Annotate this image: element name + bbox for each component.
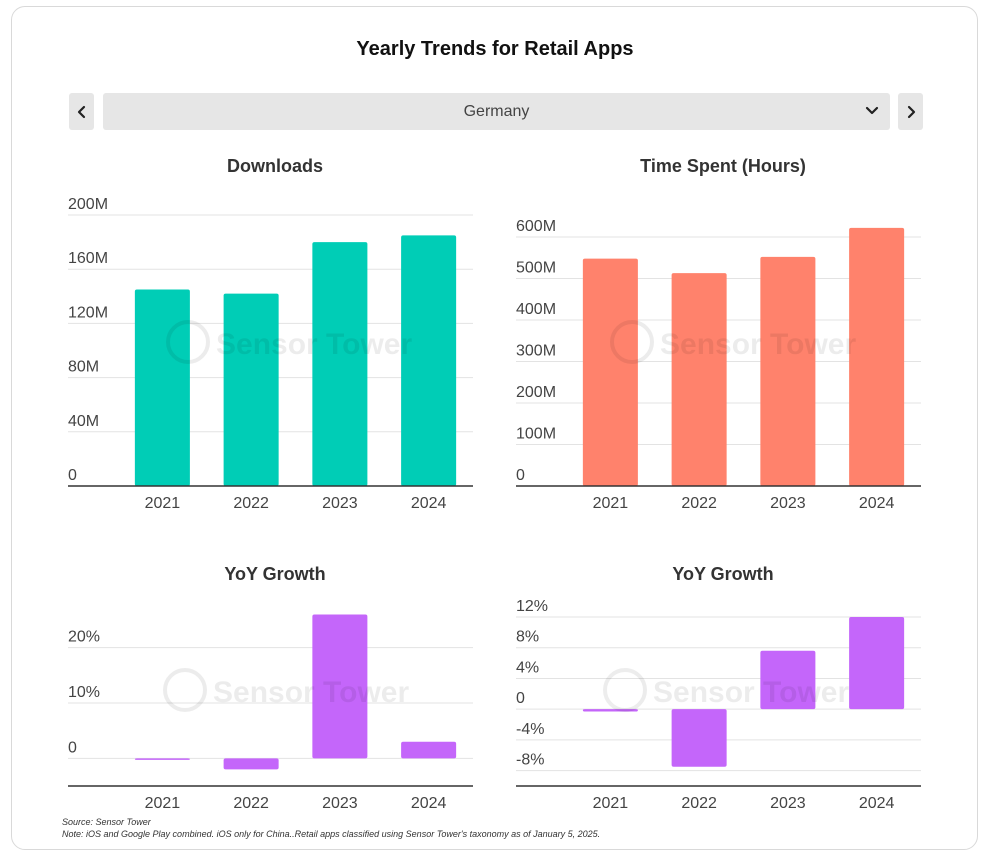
y-tick-label: 0 — [516, 690, 525, 707]
x-tick-label: 2021 — [593, 495, 629, 512]
bar-2024[interactable] — [401, 235, 457, 486]
country-select-value: Germany — [463, 102, 530, 120]
x-tick-label: 2021 — [145, 795, 181, 812]
bar-2021[interactable] — [582, 709, 638, 712]
x-tick-label: 2022 — [681, 495, 717, 512]
bar-2024[interactable] — [849, 227, 905, 486]
y-tick-label: 20% — [68, 629, 100, 646]
y-tick-label: 10% — [68, 684, 100, 701]
y-tick-label: 12% — [516, 598, 548, 615]
bar-2022[interactable] — [671, 709, 727, 767]
y-tick-label: 100M — [516, 426, 556, 443]
y-tick-label: 300M — [516, 343, 556, 360]
x-tick-label: 2024 — [411, 795, 447, 812]
footnote-note: Note: iOS and Google Play combined. iOS … — [62, 829, 601, 839]
y-tick-label: -8% — [516, 752, 544, 769]
x-tick-label: 2022 — [681, 795, 717, 812]
y-tick-label: 120M — [68, 304, 108, 321]
previous-country-button[interactable] — [69, 93, 94, 130]
y-tick-label: 0 — [68, 739, 77, 756]
x-tick-label: 2022 — [233, 495, 269, 512]
x-tick-label: 2024 — [411, 495, 447, 512]
bar-2024[interactable] — [849, 617, 905, 710]
y-tick-label: 4% — [516, 659, 539, 676]
bar-2021[interactable] — [134, 758, 190, 760]
page-title: Yearly Trends for Retail Apps — [356, 38, 634, 60]
country-select[interactable]: Germany — [103, 93, 890, 130]
chevron-left-icon — [77, 105, 85, 118]
y-tick-label: 600M — [516, 218, 556, 235]
next-country-button[interactable] — [898, 93, 923, 130]
x-tick-label: 2021 — [145, 495, 181, 512]
y-tick-label: 0 — [68, 467, 77, 484]
x-tick-label: 2022 — [233, 795, 269, 812]
chevron-right-icon — [907, 105, 915, 118]
bar-2023[interactable] — [312, 242, 368, 486]
x-tick-label: 2023 — [322, 495, 358, 512]
x-tick-label: 2024 — [859, 495, 895, 512]
downloads-yoy-chart-title: YoY Growth — [224, 564, 326, 584]
bar-2022[interactable] — [223, 293, 279, 486]
bar-2023[interactable] — [760, 256, 816, 486]
y-tick-label: 8% — [516, 629, 539, 646]
y-tick-label: 500M — [516, 260, 556, 277]
bar-2023[interactable] — [312, 614, 368, 759]
downloads-chart-title: Downloads — [226, 156, 323, 176]
y-tick-label: 200M — [68, 196, 108, 213]
footnote-source: Source: Sensor Tower — [62, 817, 151, 827]
y-tick-label: 80M — [68, 359, 99, 376]
x-tick-label: 2023 — [770, 795, 806, 812]
bar-2022[interactable] — [671, 273, 727, 486]
x-tick-label: 2023 — [322, 795, 358, 812]
chevron-down-icon — [865, 106, 879, 115]
y-tick-label: 0 — [516, 467, 525, 484]
bar-2021[interactable] — [582, 258, 638, 486]
time-spent-yoy-chart-title: YoY Growth — [672, 564, 774, 584]
bar-2023[interactable] — [760, 650, 816, 710]
bar-2024[interactable] — [401, 741, 457, 759]
y-tick-label: 200M — [516, 384, 556, 401]
y-tick-label: 160M — [68, 250, 108, 267]
y-tick-label: -4% — [516, 721, 544, 738]
time-spent-chart-title: Time Spent (Hours) — [640, 156, 806, 176]
y-tick-label: 40M — [68, 413, 99, 430]
y-tick-label: 400M — [516, 301, 556, 318]
bar-2021[interactable] — [134, 289, 190, 486]
x-tick-label: 2021 — [593, 795, 629, 812]
x-tick-label: 2023 — [770, 495, 806, 512]
x-tick-label: 2024 — [859, 795, 895, 812]
bar-2022[interactable] — [223, 758, 279, 770]
